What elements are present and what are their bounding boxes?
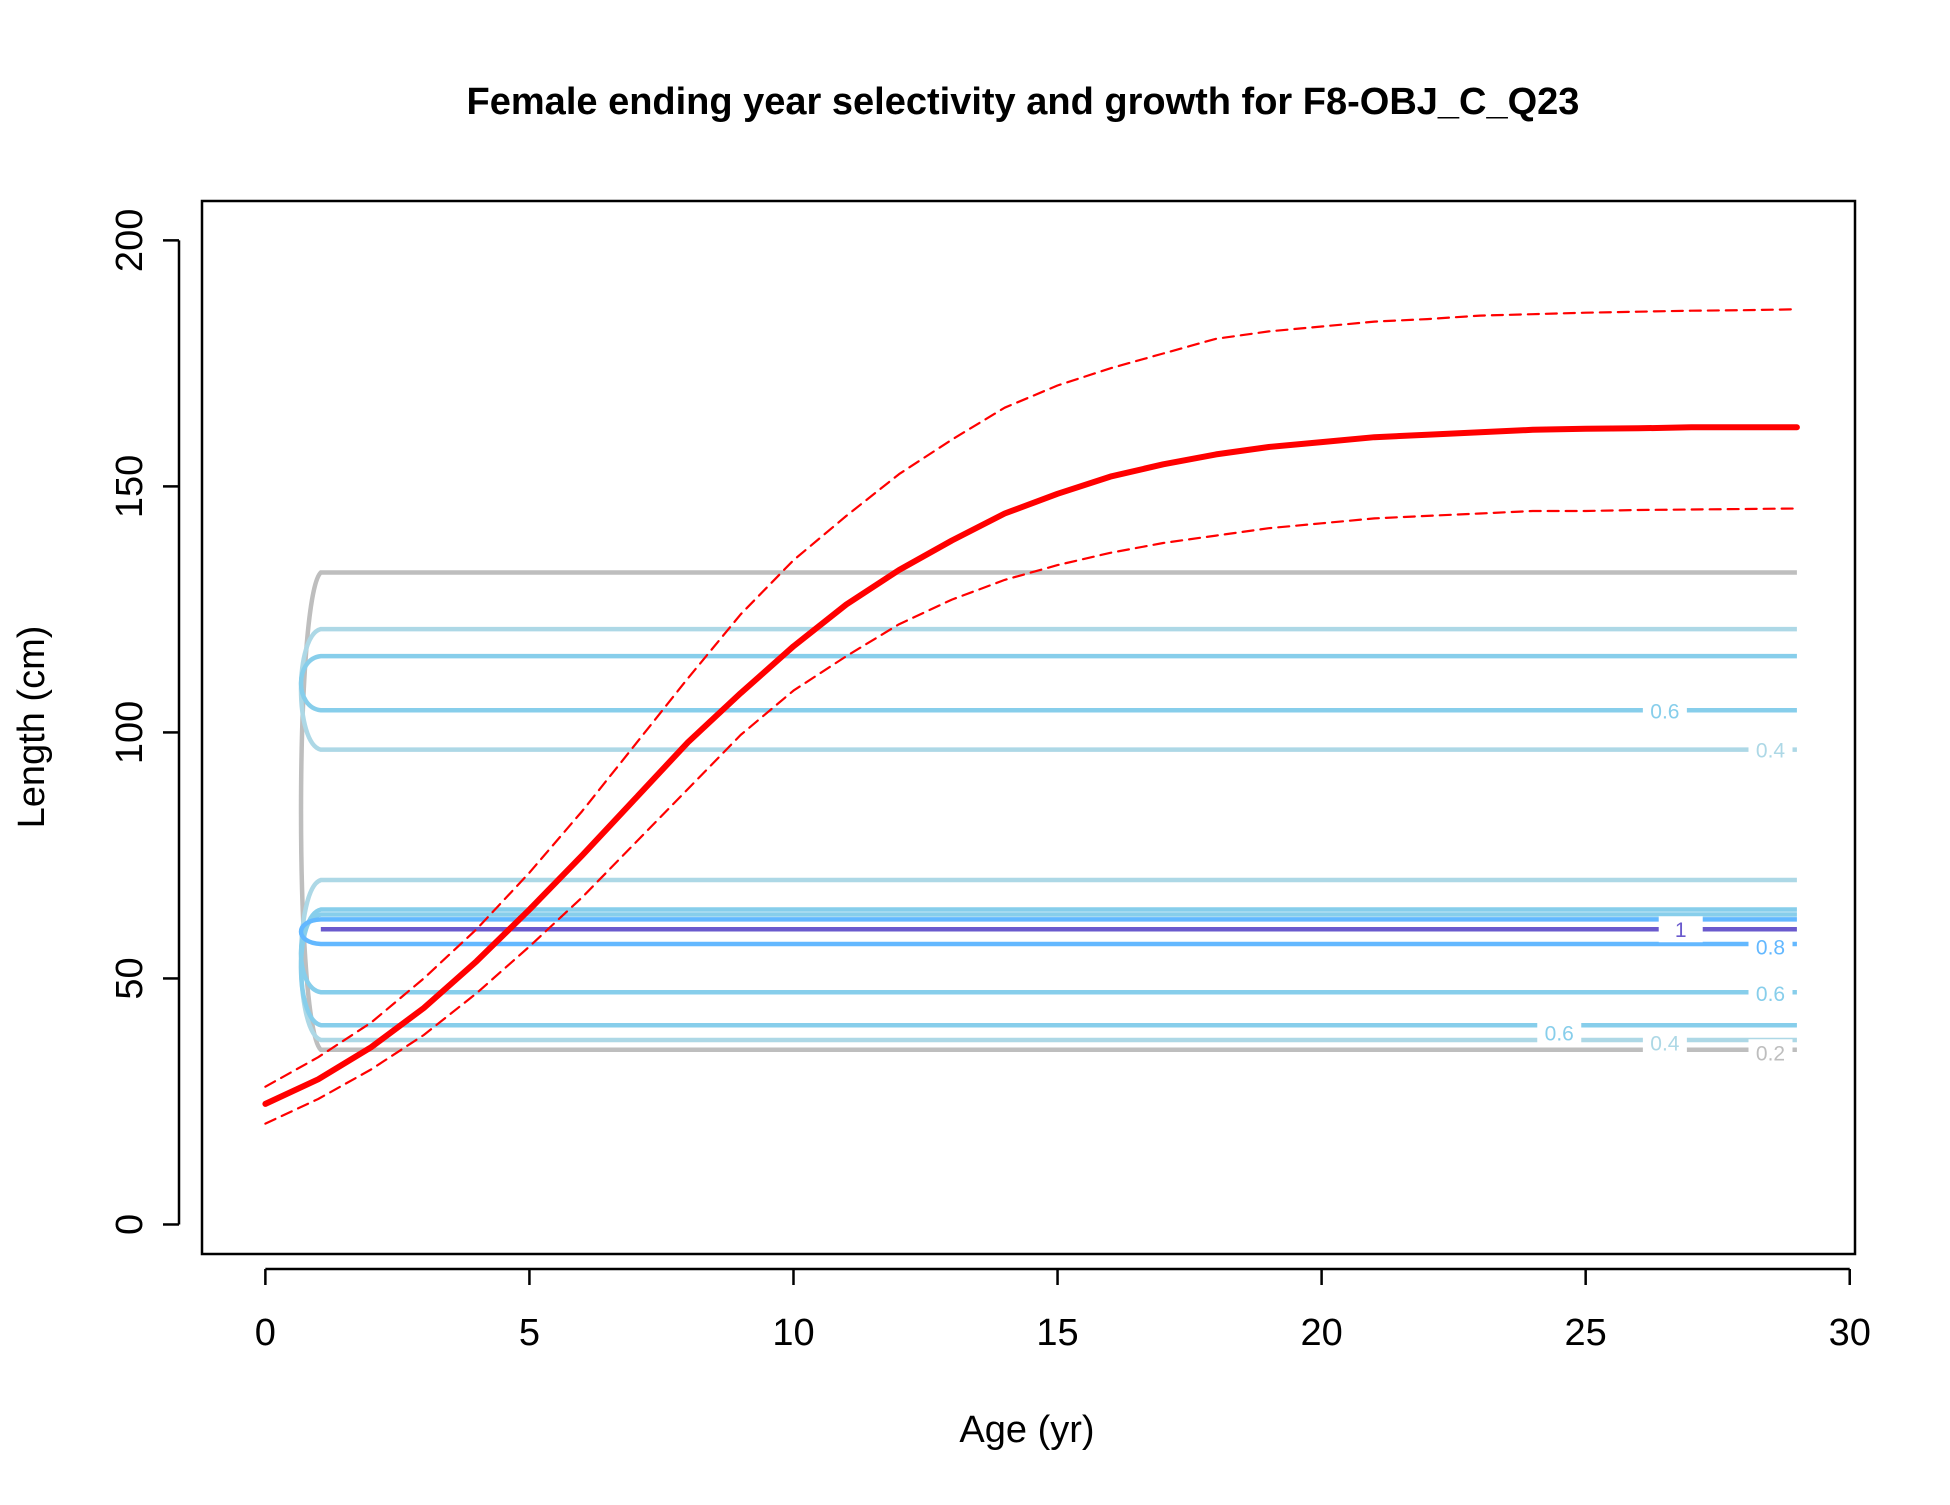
contour-label-background bbox=[1748, 933, 1793, 960]
contour-line-0-6 bbox=[298, 653, 1797, 713]
y-axis: 0 50 100 150 200 bbox=[109, 209, 181, 1235]
contour-line-0-6 bbox=[298, 912, 1797, 995]
lower-interval-line bbox=[264, 507, 1799, 1125]
y-tick-label: 100 bbox=[109, 701, 151, 764]
contour-label: 0.4 bbox=[1756, 740, 1786, 763]
contour-line-0-2 bbox=[298, 570, 1797, 1053]
contour-label: 0.8 bbox=[1756, 936, 1785, 959]
x-tick-label: 30 bbox=[1829, 1312, 1871, 1354]
selectivity-contours bbox=[298, 570, 1797, 1053]
x-tick-label: 15 bbox=[1036, 1312, 1078, 1354]
plot-frame bbox=[200, 199, 1857, 1256]
x-axis: 0 5 10 15 20 25 30 bbox=[255, 1267, 1871, 1354]
x-tick-label: 5 bbox=[519, 1312, 540, 1354]
x-tick-label: 0 bbox=[255, 1312, 276, 1354]
x-tick-label: 25 bbox=[1565, 1312, 1607, 1354]
x-tick-label: 10 bbox=[772, 1312, 814, 1354]
contour-label-background bbox=[1642, 697, 1687, 724]
x-tick-label: 20 bbox=[1300, 1312, 1342, 1354]
mean-length-at-age-line bbox=[262, 424, 1800, 1107]
contour-label: 0.6 bbox=[1756, 983, 1785, 1006]
contour-line-0-8 bbox=[299, 917, 1797, 947]
contour-label-background bbox=[1748, 980, 1793, 1007]
y-axis-label: Length (cm) bbox=[11, 626, 53, 829]
contour-label: 1 bbox=[1675, 919, 1687, 942]
contour-label-background bbox=[1748, 736, 1793, 763]
contour-line-0-6 bbox=[298, 907, 1797, 1028]
x-axis-label: Age (yr) bbox=[959, 1409, 1094, 1451]
growth-series bbox=[262, 308, 1800, 1125]
contour-labels: 0.6 0.4 1 0.8 0.6 0.6 0.4 0.2 bbox=[1537, 697, 1793, 1066]
y-tick-label: 50 bbox=[109, 957, 151, 999]
y-tick-label: 200 bbox=[109, 209, 151, 272]
contour-label-background bbox=[1658, 916, 1703, 943]
upper-interval-line bbox=[264, 308, 1799, 1088]
contour-line-0-4 bbox=[298, 626, 1797, 752]
contour-label: 0.6 bbox=[1650, 700, 1679, 723]
chart-title: Female ending year selectivity and growt… bbox=[467, 81, 1580, 123]
contour-label-background bbox=[1642, 1029, 1687, 1056]
contour-label: 0.2 bbox=[1756, 1042, 1785, 1065]
contour-label-background bbox=[1748, 1039, 1793, 1066]
y-tick-label: 150 bbox=[109, 455, 151, 518]
contour-label: 0.4 bbox=[1650, 1032, 1680, 1055]
y-tick-label: 0 bbox=[109, 1214, 151, 1235]
contour-label: 0.6 bbox=[1545, 1023, 1574, 1046]
contour-line-0-4 bbox=[298, 877, 1797, 1043]
contour-label-background bbox=[1537, 1019, 1582, 1046]
